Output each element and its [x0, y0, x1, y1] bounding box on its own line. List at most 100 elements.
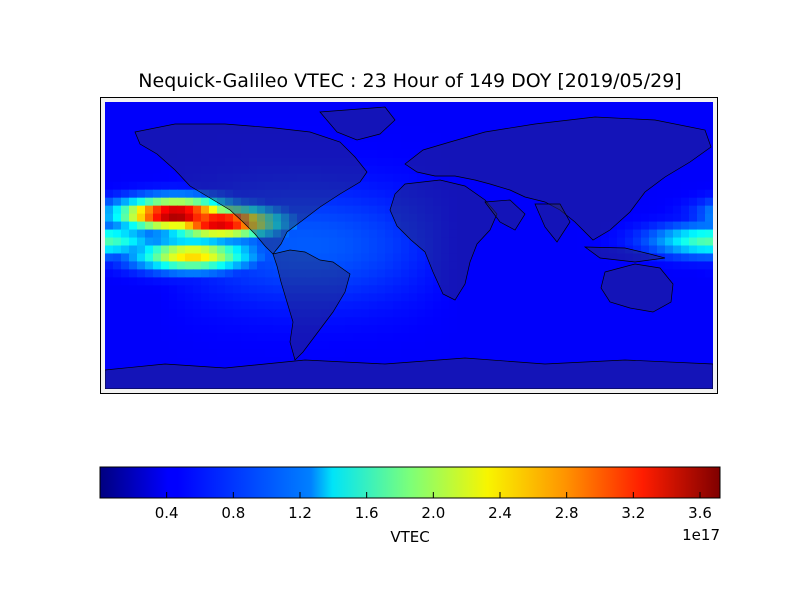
- heatmap-cell: [313, 102, 322, 111]
- heatmap-cell: [633, 117, 642, 127]
- heatmap-cell: [441, 197, 450, 207]
- heatmap-cell: [137, 317, 146, 326]
- heatmap-cell: [153, 349, 162, 358]
- heatmap-cell: [481, 269, 490, 278]
- heatmap-cell: [201, 293, 210, 302]
- heatmap-cell: [393, 213, 402, 223]
- heatmap-cell: [521, 245, 530, 255]
- heatmap-cell: [249, 285, 258, 294]
- continent-outlines: [105, 106, 713, 389]
- heatmap-cell: [649, 349, 658, 358]
- heatmap-cell: [201, 141, 210, 151]
- heatmap-cell: [209, 189, 218, 199]
- heatmap-cell: [577, 117, 586, 127]
- heatmap-cell: [185, 181, 194, 191]
- heatmap-cell: [409, 125, 418, 135]
- heatmap-cell: [337, 157, 346, 167]
- heatmap-cell: [545, 221, 554, 231]
- heatmap-cell: [257, 149, 266, 159]
- heatmap-cell: [137, 325, 146, 334]
- heatmap-cell: [393, 245, 402, 255]
- heatmap-cell: [601, 341, 610, 350]
- heatmap-cell: [409, 357, 418, 366]
- heatmap-cell: [281, 229, 290, 239]
- heatmap-cell: [665, 189, 674, 199]
- heatmap-cell: [345, 229, 354, 239]
- heatmap-cell: [129, 293, 138, 302]
- heatmap-cell: [289, 301, 298, 310]
- heatmap-cell: [585, 229, 594, 239]
- heatmap-cell: [697, 165, 706, 175]
- heatmap-cell: [289, 333, 298, 342]
- heatmap-cell: [545, 333, 554, 342]
- heatmap-cell: [121, 349, 130, 358]
- heatmap-cell: [353, 117, 362, 127]
- heatmap-cell: [561, 285, 570, 294]
- heatmap-cell: [489, 221, 498, 231]
- heatmap-cell: [561, 141, 570, 151]
- heatmap-cell: [561, 102, 570, 111]
- heatmap-cell: [657, 333, 666, 342]
- heatmap-cell: [393, 357, 402, 366]
- heatmap-cell: [137, 301, 146, 310]
- heatmap-cell: [417, 237, 426, 247]
- heatmap-cell: [577, 221, 586, 231]
- heatmap-cell: [289, 173, 298, 183]
- heatmap-cell: [425, 141, 434, 151]
- heatmap-cell: [273, 229, 282, 239]
- heatmap-cell: [401, 117, 410, 127]
- heatmap-cell: [225, 365, 234, 374]
- heatmap-cell: [449, 149, 458, 159]
- heatmap-cell: [441, 229, 450, 239]
- heatmap-cell: [145, 197, 154, 207]
- heatmap-cell: [105, 309, 114, 318]
- heatmap-cell: [145, 309, 154, 318]
- heatmap-cell: [697, 125, 706, 135]
- heatmap-cell: [489, 253, 498, 263]
- heatmap-cell: [481, 117, 490, 127]
- heatmap-cell: [569, 149, 578, 159]
- heatmap-cell: [697, 133, 706, 143]
- heatmap-cell: [641, 149, 650, 159]
- heatmap-cell: [217, 285, 226, 294]
- heatmap-cell: [249, 317, 258, 326]
- heatmap-cell: [433, 365, 442, 374]
- heatmap-cell: [473, 381, 482, 389]
- heatmap-cell: [353, 213, 362, 223]
- heatmap-cell: [457, 189, 466, 199]
- heatmap-cell: [265, 109, 274, 119]
- heatmap-cell: [465, 173, 474, 183]
- heatmap-cell: [265, 221, 274, 231]
- heatmap-cell: [105, 277, 114, 286]
- heatmap-cell: [409, 181, 418, 191]
- heatmap-cell: [577, 133, 586, 143]
- heatmap-cell: [689, 117, 698, 127]
- heatmap-cell: [489, 229, 498, 239]
- heatmap-cell: [465, 325, 474, 334]
- heatmap-cell: [689, 253, 698, 263]
- heatmap-cell: [449, 269, 458, 278]
- heatmap-cell: [161, 229, 170, 239]
- heatmap-cell: [673, 102, 682, 111]
- heatmap-cell: [473, 317, 482, 326]
- heatmap-cell: [345, 165, 354, 175]
- heatmap-cell: [385, 277, 394, 286]
- heatmap-cell: [633, 237, 642, 247]
- heatmap-cell: [249, 277, 258, 286]
- heatmap-cell: [609, 277, 618, 286]
- heatmap-cell: [529, 301, 538, 310]
- heatmap-cell: [233, 333, 242, 342]
- heatmap-cell: [297, 125, 306, 135]
- heatmap-cell: [497, 181, 506, 191]
- heatmap-cell: [241, 157, 250, 167]
- heatmap-cell: [449, 197, 458, 207]
- heatmap-cell: [201, 149, 210, 159]
- heatmap-cell: [681, 317, 690, 326]
- heatmap-cell: [241, 381, 250, 389]
- heatmap-cell: [585, 301, 594, 310]
- heatmap-cell: [465, 301, 474, 310]
- heatmap-cell: [129, 309, 138, 318]
- heatmap-cell: [577, 309, 586, 318]
- heatmap-cell: [265, 102, 274, 111]
- heatmap-cell: [369, 373, 378, 382]
